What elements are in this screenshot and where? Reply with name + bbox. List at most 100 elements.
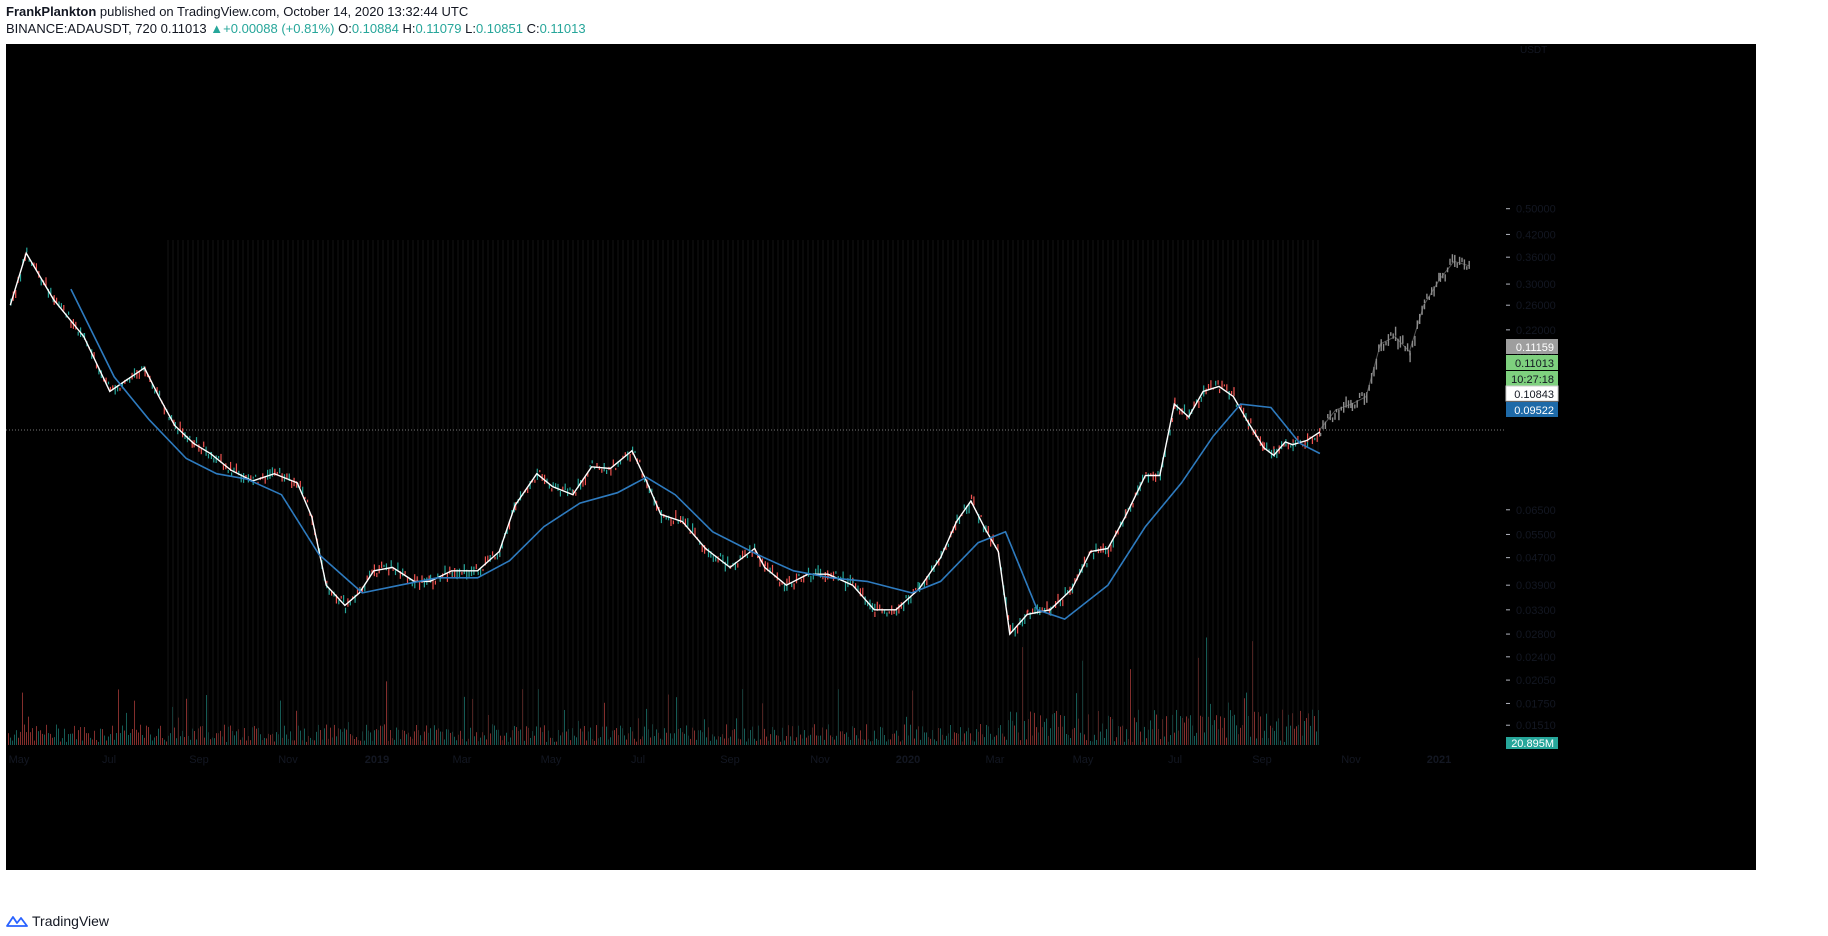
projection-mark <box>1423 303 1426 310</box>
candle-mark <box>893 609 895 614</box>
candle-mark <box>195 437 198 444</box>
y-tick-label: 0.01750 <box>1516 698 1556 710</box>
volume-bar <box>960 727 961 745</box>
time-axis[interactable] <box>6 870 1756 894</box>
volume-bar <box>570 740 571 745</box>
brand-name[interactable]: TradingView <box>32 913 110 929</box>
candle-mark <box>552 482 554 488</box>
volume-bar <box>534 735 535 745</box>
candle-mark <box>98 368 100 375</box>
candle-mark <box>63 305 65 311</box>
candle-mark <box>1219 388 1221 394</box>
volume-bar <box>890 739 891 745</box>
volume-bar <box>404 730 405 745</box>
symbol-label[interactable]: BINANCE:ADAUSDT, 720 <box>6 21 157 36</box>
candle-mark <box>1221 380 1223 389</box>
volume-bar <box>1064 715 1065 745</box>
volume-bar <box>1020 740 1021 745</box>
price-change: +0.00088 (+0.81%) <box>223 21 335 36</box>
candle-mark <box>1240 405 1242 409</box>
candle-mark <box>56 297 58 304</box>
candle-mark <box>903 602 905 612</box>
candle-mark <box>771 564 774 573</box>
volume-bar <box>624 735 625 745</box>
volume-bar <box>186 698 187 745</box>
volume-bar <box>864 739 865 745</box>
candle-mark <box>274 468 276 476</box>
candle-mark <box>1147 473 1149 483</box>
candle-mark <box>622 455 624 459</box>
candle-mark <box>862 587 864 596</box>
close-label: C: <box>526 21 540 36</box>
candle-mark <box>1014 628 1016 637</box>
candle-mark <box>982 524 985 533</box>
candle-mark <box>492 551 494 556</box>
author-name[interactable]: FrankPlankton <box>6 4 97 19</box>
candle-mark <box>883 610 886 614</box>
volume-bar <box>516 727 517 745</box>
x-tick-label: Nov <box>278 754 298 766</box>
volume-bar <box>454 736 455 745</box>
candle-mark <box>1122 520 1124 527</box>
candle-mark <box>867 600 869 607</box>
y-tick-label: 0.02800 <box>1516 629 1556 641</box>
volume-bar <box>640 739 641 745</box>
candle-mark <box>394 570 397 576</box>
moving-average-line <box>70 288 1321 620</box>
candle-mark <box>397 562 399 571</box>
volume-bar <box>500 735 501 745</box>
candle-mark <box>414 581 416 589</box>
volume-bar <box>716 739 717 745</box>
volume-bar <box>130 732 131 745</box>
candle-mark <box>536 472 538 480</box>
volume-bar <box>450 732 451 745</box>
candle-mark <box>215 455 217 463</box>
candle-mark <box>354 594 356 603</box>
x-tick-label: 2021 <box>1427 754 1451 766</box>
volume-bar <box>1014 725 1015 745</box>
volume-bar <box>102 729 103 745</box>
candle-mark <box>970 494 973 499</box>
volume-bar <box>634 738 635 745</box>
tradingview-logo-icon[interactable] <box>6 914 28 928</box>
candle-mark <box>168 417 170 421</box>
candle-mark <box>40 277 42 286</box>
projection-mark <box>1375 358 1378 370</box>
volume-bar <box>456 740 457 745</box>
candle-mark <box>432 580 434 590</box>
candle-mark <box>231 472 233 476</box>
candle-mark <box>710 551 712 558</box>
volume-bar <box>150 734 151 745</box>
volume-bar <box>146 725 147 745</box>
candle-mark <box>344 607 347 614</box>
volume-bar <box>696 739 697 745</box>
candle-mark <box>349 601 351 606</box>
volume-bar <box>486 739 487 745</box>
projection-mark <box>1392 333 1394 339</box>
x-tick-label: May <box>1073 754 1094 766</box>
candle-mark <box>414 574 416 583</box>
volume-bar <box>1130 669 1131 745</box>
open-value: 0.10884 <box>351 21 399 36</box>
candle-mark <box>828 574 830 579</box>
volume-bar <box>286 734 287 745</box>
projection-mark <box>1431 287 1433 295</box>
volume-bar <box>1134 717 1135 745</box>
volume-bar <box>62 738 63 745</box>
candle-mark <box>210 452 212 459</box>
y-tick-label: 0.01510 <box>1516 720 1556 732</box>
volume-bar <box>260 734 261 745</box>
volume-bar <box>1184 722 1185 745</box>
x-tick-label: Sep <box>189 754 209 766</box>
candle-mark <box>907 595 910 605</box>
candle-mark <box>641 473 643 478</box>
candle-mark <box>189 435 191 439</box>
candle-mark <box>437 573 439 579</box>
candle-mark <box>444 565 446 575</box>
price-axis[interactable] <box>1756 44 1828 870</box>
volume-bar <box>84 727 85 745</box>
volume-bar <box>504 735 505 745</box>
volume-bar <box>1266 713 1267 745</box>
candle-mark <box>133 368 136 378</box>
